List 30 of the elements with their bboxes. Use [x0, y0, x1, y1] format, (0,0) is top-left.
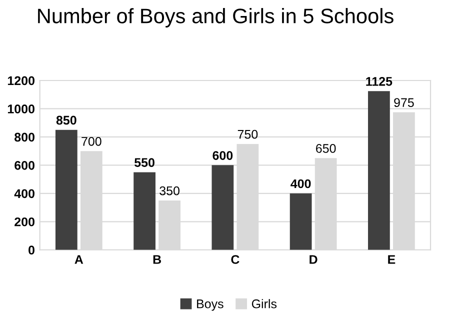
- data-label: 600: [212, 151, 233, 160]
- bar: [212, 165, 234, 250]
- legend-label: Boys: [197, 300, 224, 311]
- data-label: 975: [394, 98, 414, 108]
- x-tick-label: D: [310, 255, 318, 264]
- chart-title: Number of Boys and Girls in 5 Schools: [38, 8, 394, 28]
- y-tick-label: 200: [14, 217, 34, 226]
- data-label: 1125: [366, 76, 392, 86]
- y-tick-label: 800: [14, 132, 34, 142]
- data-label: 400: [290, 179, 311, 188]
- x-tick-label: C: [231, 255, 240, 264]
- x-tick-label: B: [153, 255, 161, 264]
- data-label: 550: [134, 158, 154, 167]
- bar: [55, 130, 78, 250]
- data-label: 700: [82, 136, 102, 146]
- data-label: 350: [160, 186, 180, 196]
- y-tick-label: 600: [14, 160, 34, 170]
- x-tick-label: A: [74, 255, 84, 264]
- data-label: 850: [56, 116, 76, 125]
- y-tick-label: 1200: [8, 76, 34, 86]
- bar: [134, 172, 156, 250]
- bar: [290, 193, 312, 250]
- y-tick-label: 400: [14, 189, 34, 198]
- y-tick-label: 1000: [8, 104, 34, 114]
- legend-label: Girls: [252, 299, 277, 308]
- data-label: 650: [316, 144, 336, 153]
- x-tick-label: E: [388, 255, 396, 264]
- bar: [368, 91, 390, 250]
- y-tick-label: 0: [28, 246, 34, 255]
- data-label: 750: [238, 130, 258, 139]
